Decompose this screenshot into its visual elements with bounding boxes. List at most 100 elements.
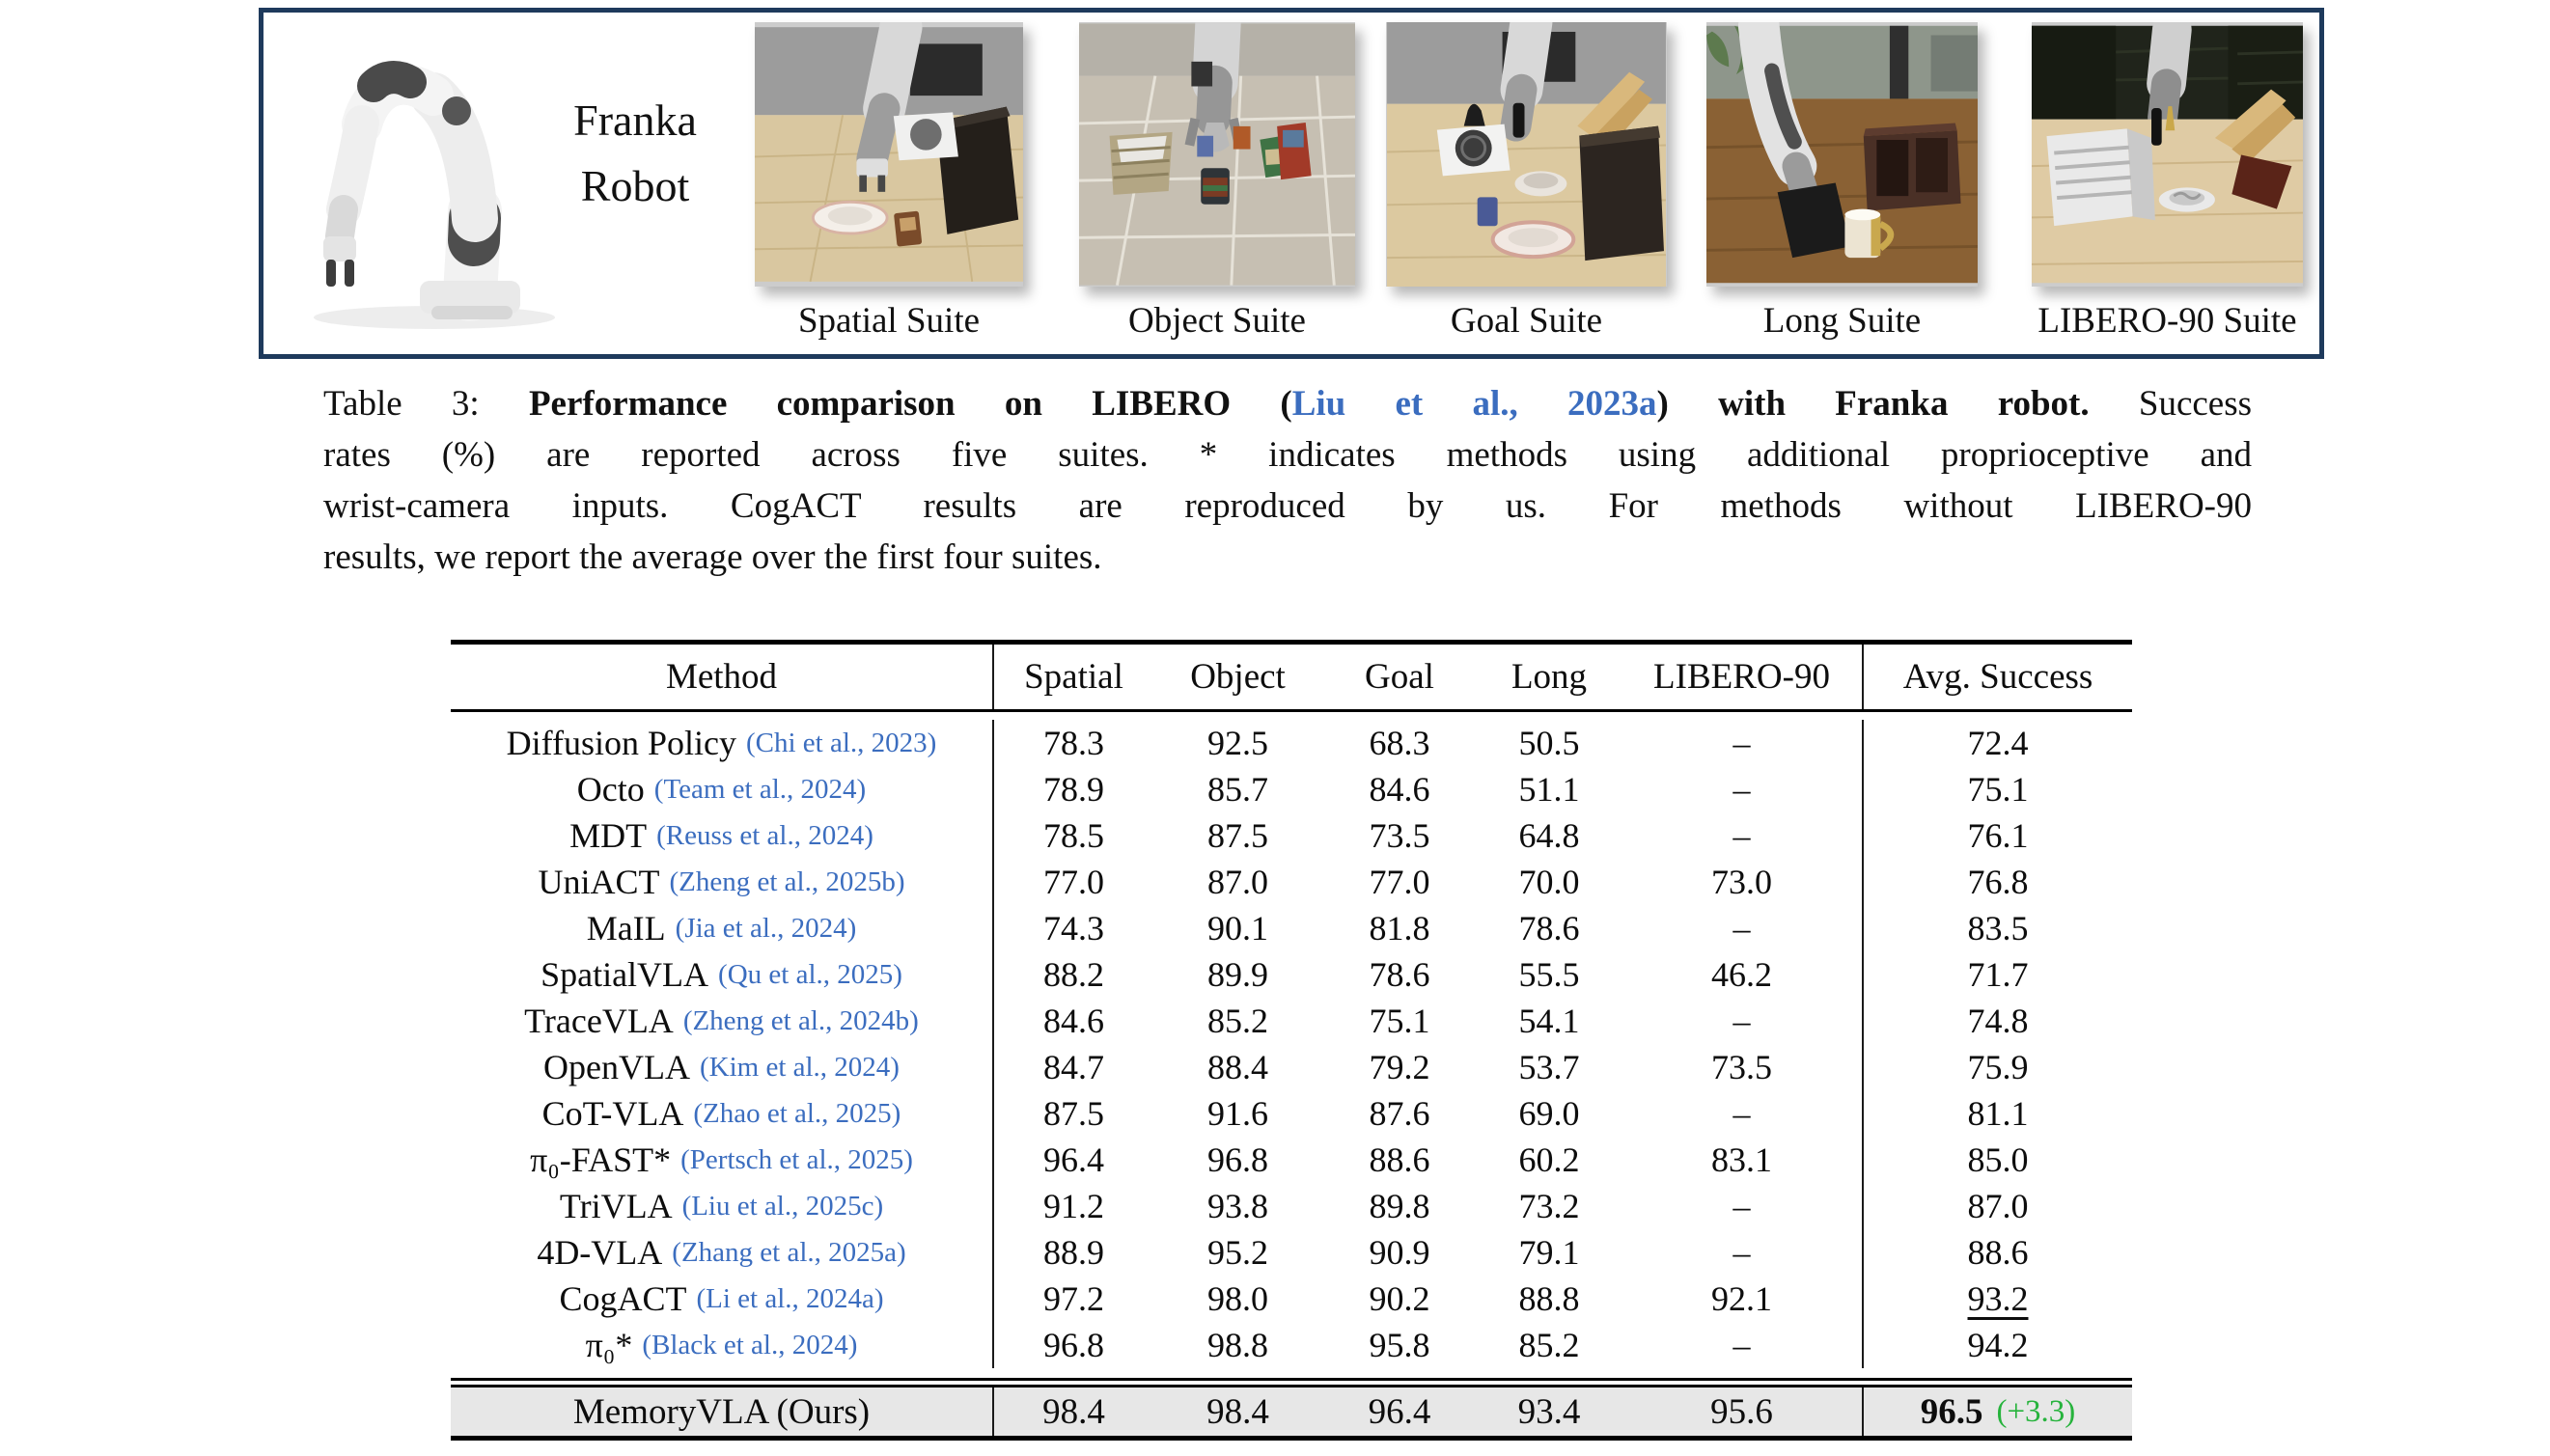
citation-link[interactable]: (Black et al., 2024) bbox=[642, 1329, 858, 1360]
citation-link[interactable]: (Zhao et al., 2025) bbox=[693, 1097, 901, 1129]
caption-bold-1: Performance comparison on LIBERO ( bbox=[528, 384, 1292, 424]
column-header-goal: Goal bbox=[1365, 657, 1434, 697]
avg-cell: 74.8 bbox=[1862, 998, 2132, 1044]
citation-link[interactable]: (Qu et al., 2025) bbox=[718, 958, 902, 990]
score-cell: 93.8 bbox=[1207, 1187, 1268, 1225]
score-cell: 78.6 bbox=[1518, 909, 1580, 948]
suite-card-goal: Goal Suite bbox=[1386, 22, 1667, 342]
citation-link[interactable]: (Pertsch et al., 2025) bbox=[680, 1143, 913, 1175]
score-cell: 77.0 bbox=[1369, 863, 1430, 901]
table-row: Octo (Team et al., 2024) 78.9 85.7 84.6 5… bbox=[451, 766, 2132, 812]
avg-cell: 85.0 bbox=[1862, 1137, 2132, 1183]
column-header-method: Method bbox=[451, 645, 994, 709]
long-suite-label: Long Suite bbox=[1762, 301, 1922, 341]
goal-suite-image bbox=[1386, 22, 1667, 287]
score-cell: 74.3 bbox=[1043, 909, 1104, 948]
score-cell: 64.8 bbox=[1518, 816, 1580, 855]
caption-line-2: rates (%) are reported across five suite… bbox=[323, 435, 2252, 475]
score-cell: 68.3 bbox=[1369, 724, 1430, 762]
best-avg-value: 96.5 bbox=[1920, 1391, 1983, 1432]
citation-link[interactable]: (Li et al., 2024a) bbox=[696, 1282, 884, 1314]
score-cell: 91.2 bbox=[1043, 1187, 1104, 1225]
method-cell: CoT-VLA (Zhao et al., 2025) bbox=[451, 1090, 994, 1137]
avg-cell: 75.1 bbox=[1862, 766, 2132, 812]
table-row: UniACT (Zheng et al., 2025b) 77.0 87.0 77… bbox=[451, 859, 2132, 905]
score-cell: 96.4 bbox=[1043, 1140, 1104, 1179]
citation-link[interactable]: (Zheng et al., 2025b) bbox=[669, 865, 905, 897]
column-header-avg-success: Avg. Success bbox=[1862, 645, 2132, 709]
score-cell: 88.4 bbox=[1207, 1048, 1268, 1086]
table-top-rule bbox=[451, 640, 2132, 645]
method-cell: π₀-FAST* (Pertsch et al., 2025) bbox=[451, 1137, 994, 1183]
pre-highlight-rule-bottom bbox=[451, 1385, 2132, 1387]
citation-link[interactable]: (Jia et al., 2024) bbox=[675, 912, 857, 944]
score-cell: 87.5 bbox=[1207, 816, 1268, 855]
score-cell: 88.6 bbox=[1369, 1140, 1430, 1179]
score-cell: 87.6 bbox=[1369, 1094, 1430, 1133]
improvement-delta: (+3.3) bbox=[1996, 1393, 2076, 1429]
caption-line-4: results, we report the average over the … bbox=[323, 537, 1102, 577]
citation-link[interactable]: (Zheng et al., 2024b) bbox=[682, 1004, 919, 1036]
score-cell: 85.2 bbox=[1207, 1002, 1268, 1040]
score-cell: 90.2 bbox=[1369, 1279, 1430, 1318]
method-cell: TriVLA (Liu et al., 2025c) bbox=[451, 1183, 994, 1229]
score-cell: 91.6 bbox=[1207, 1094, 1268, 1133]
spatial-suite-label: Spatial Suite bbox=[797, 301, 981, 341]
citation-link[interactable]: (Reuss et al., 2024) bbox=[656, 819, 873, 851]
object-suite-label: Object Suite bbox=[1128, 301, 1306, 341]
score-cell: 81.8 bbox=[1369, 909, 1430, 948]
score-cell: 84.6 bbox=[1369, 770, 1430, 809]
avg-cell: 81.1 bbox=[1862, 1090, 2132, 1137]
method-cell: OpenVLA (Kim et al., 2024) bbox=[451, 1044, 994, 1090]
score-cell: 73.2 bbox=[1518, 1187, 1580, 1225]
caption-citation-link[interactable]: Liu et al., 2023a bbox=[1291, 384, 1657, 424]
franka-robot-label: Franka Robot bbox=[553, 88, 717, 219]
score-cell: – bbox=[1732, 909, 1751, 948]
citation-link[interactable]: (Kim et al., 2024) bbox=[699, 1051, 900, 1083]
avg-cell: 88.6 bbox=[1862, 1229, 2132, 1276]
table-caption: Table 3: Performance comparison on LIBER… bbox=[323, 378, 2252, 583]
score-cell: – bbox=[1732, 724, 1751, 762]
citation-link[interactable]: (Chi et al., 2023) bbox=[746, 727, 937, 758]
method-cell: π₀* (Black et al., 2024) bbox=[451, 1322, 994, 1368]
score-cell: 73.0 bbox=[1711, 863, 1772, 901]
score-cell: 98.4 bbox=[1042, 1391, 1105, 1432]
score-cell: 55.5 bbox=[1518, 955, 1580, 994]
method-cell: TraceVLA (Zheng et al., 2024b) bbox=[451, 998, 994, 1044]
caption-line-1: Table 3: Performance comparison on LIBER… bbox=[323, 378, 2252, 429]
libero90-suite-image bbox=[2032, 22, 2303, 287]
table-row: MDT (Reuss et al., 2024) 78.5 87.5 73.5 6… bbox=[451, 812, 2132, 859]
robot-suites-panel: Franka Robot bbox=[259, 8, 2324, 359]
citation-link[interactable]: (Liu et al., 2025c) bbox=[681, 1190, 884, 1222]
avg-cell: 76.1 bbox=[1862, 812, 2132, 859]
score-cell: 78.9 bbox=[1043, 770, 1104, 809]
caption-tail: Success bbox=[2138, 384, 2253, 424]
results-table: Method Spatial Object Goal Long LIBERO-9… bbox=[451, 640, 2132, 1441]
score-cell: 96.8 bbox=[1207, 1140, 1268, 1179]
score-cell: 51.1 bbox=[1518, 770, 1580, 809]
method-cell: MaIL (Jia et al., 2024) bbox=[451, 905, 994, 951]
score-cell: 96.4 bbox=[1368, 1391, 1431, 1432]
score-cell: 97.2 bbox=[1043, 1279, 1104, 1318]
franka-label-line1: Franka bbox=[573, 96, 697, 145]
score-cell: 46.2 bbox=[1711, 955, 1772, 994]
suite-card-spatial: Spatial Suite bbox=[755, 22, 1023, 342]
table-row: Diffusion Policy (Chi et al., 2023) 78.3 … bbox=[451, 720, 2132, 766]
score-cell: 73.5 bbox=[1711, 1048, 1772, 1086]
method-cell: UniACT (Zheng et al., 2025b) bbox=[451, 859, 994, 905]
score-cell: 88.2 bbox=[1043, 955, 1104, 994]
citation-link[interactable]: (Zhang et al., 2025a) bbox=[672, 1236, 906, 1268]
score-cell: 95.6 bbox=[1710, 1391, 1773, 1432]
score-cell: 95.8 bbox=[1369, 1326, 1430, 1364]
score-cell: 90.9 bbox=[1369, 1233, 1430, 1272]
table-bottom-rule bbox=[451, 1436, 2132, 1441]
score-cell: 85.7 bbox=[1207, 770, 1268, 809]
avg-cell: 83.5 bbox=[1862, 905, 2132, 951]
score-cell: – bbox=[1732, 770, 1751, 809]
score-cell: – bbox=[1732, 1187, 1751, 1225]
avg-cell: 76.8 bbox=[1862, 859, 2132, 905]
caption-prefix: Table 3: bbox=[323, 384, 529, 424]
score-cell: 69.0 bbox=[1518, 1094, 1580, 1133]
citation-link[interactable]: (Team et al., 2024) bbox=[653, 773, 867, 805]
